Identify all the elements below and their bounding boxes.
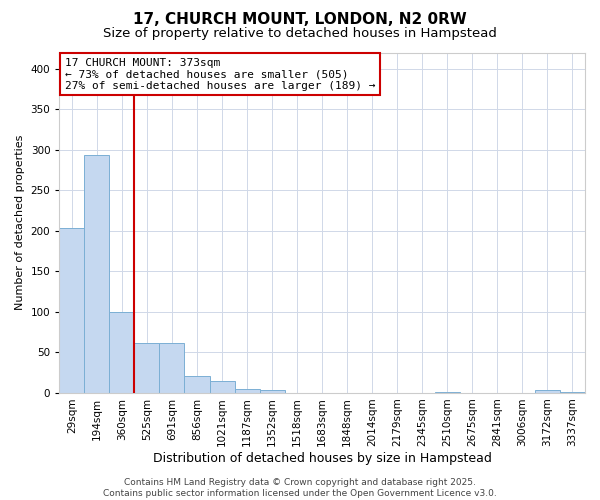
Text: Size of property relative to detached houses in Hampstead: Size of property relative to detached ho… <box>103 28 497 40</box>
Bar <box>235 389 260 393</box>
Bar <box>109 312 134 393</box>
Text: 17 CHURCH MOUNT: 373sqm
← 73% of detached houses are smaller (505)
27% of semi-d: 17 CHURCH MOUNT: 373sqm ← 73% of detache… <box>65 58 375 91</box>
Bar <box>209 382 235 393</box>
Bar <box>535 390 560 393</box>
Bar <box>184 376 209 393</box>
Bar <box>160 342 184 393</box>
Bar <box>560 392 585 393</box>
Bar <box>435 392 460 393</box>
Y-axis label: Number of detached properties: Number of detached properties <box>15 135 25 310</box>
Bar <box>134 342 160 393</box>
Bar <box>260 390 284 393</box>
Text: Contains HM Land Registry data © Crown copyright and database right 2025.
Contai: Contains HM Land Registry data © Crown c… <box>103 478 497 498</box>
Bar <box>85 156 109 393</box>
Text: 17, CHURCH MOUNT, LONDON, N2 0RW: 17, CHURCH MOUNT, LONDON, N2 0RW <box>133 12 467 28</box>
Bar <box>59 228 85 393</box>
X-axis label: Distribution of detached houses by size in Hampstead: Distribution of detached houses by size … <box>153 452 491 465</box>
